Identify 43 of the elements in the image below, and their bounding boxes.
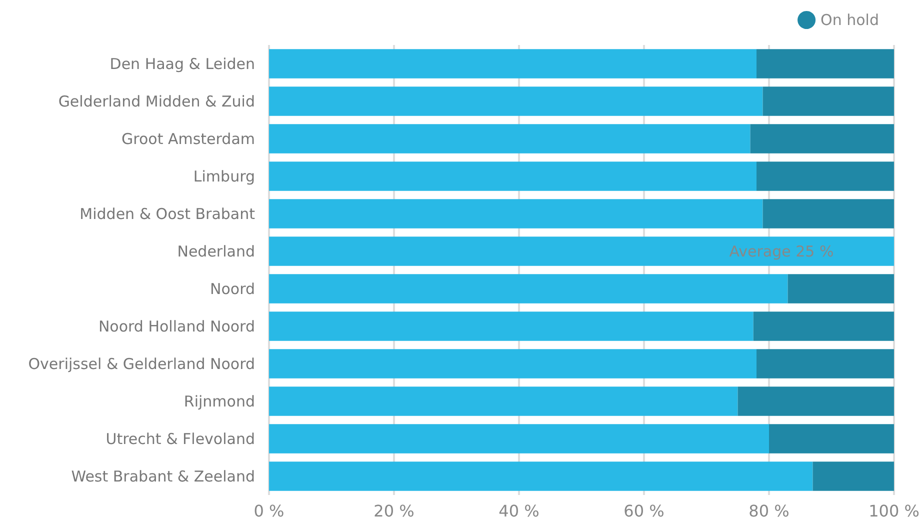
x-tick-label: 100 % <box>868 502 920 520</box>
x-tick-label: 40 % <box>498 502 540 520</box>
y-tick-label: Overijssel & Gelderland Noord <box>28 354 255 373</box>
bar <box>269 124 750 154</box>
y-tick-label: Rijnmond <box>184 392 255 410</box>
bar <box>269 312 754 341</box>
bar <box>738 386 894 416</box>
y-tick-label: Noord <box>210 280 255 298</box>
y-tick-label: Noord Holland Noord <box>98 317 255 336</box>
x-tick-label: 20 % <box>374 502 414 520</box>
bar <box>788 274 894 304</box>
bar <box>269 274 788 304</box>
x-tick-label: 0 % <box>254 502 284 520</box>
bar <box>756 162 894 191</box>
legend-label: On hold <box>820 11 880 29</box>
x-tick-label: 80 % <box>748 502 790 520</box>
y-tick-label: Den Haag & Leiden <box>110 54 255 73</box>
annotation: Average 25 % <box>729 242 834 260</box>
bar <box>269 199 763 228</box>
bar <box>762 199 894 228</box>
bar <box>762 86 894 116</box>
bar <box>269 162 756 191</box>
bar <box>753 312 894 341</box>
y-tick-label: Groot Amsterdam <box>122 130 255 148</box>
y-tick-label: Limburg <box>193 167 255 186</box>
bar <box>269 86 763 116</box>
bar <box>269 462 813 491</box>
bar <box>756 349 894 378</box>
y-tick-label: Nederland <box>177 242 255 260</box>
bar <box>750 124 894 154</box>
bar <box>269 386 738 416</box>
y-tick-label: Midden & Oost Brabant <box>80 204 256 223</box>
bar <box>269 424 769 454</box>
bar <box>269 236 894 266</box>
bar <box>769 424 894 454</box>
bar <box>756 49 894 78</box>
y-tick-label: Gelderland Midden & Zuid <box>58 92 255 110</box>
bar <box>812 462 894 491</box>
y-tick-label: West Brabant & Zeeland <box>71 467 255 486</box>
bar <box>269 349 756 378</box>
x-tick-label: 60 % <box>624 502 664 520</box>
y-tick-label: Utrecht & Flevoland <box>106 430 255 448</box>
bar <box>269 49 756 78</box>
